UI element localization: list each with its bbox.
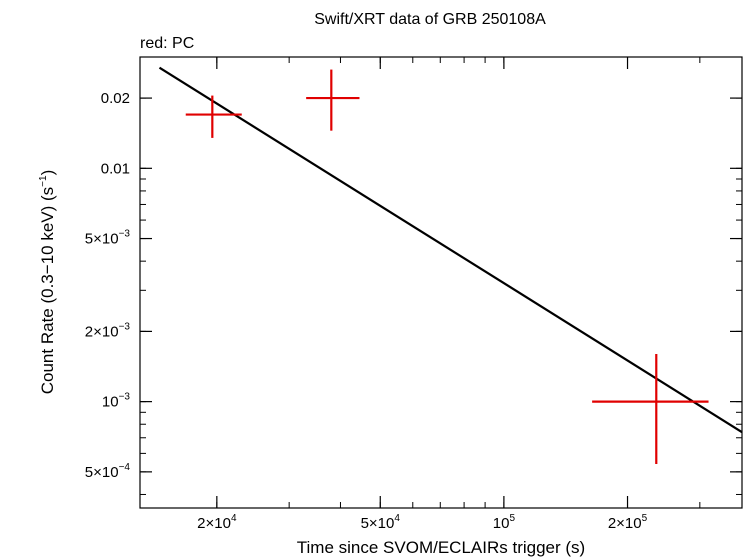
y-axis-label-prefix: Count Rate (0.3−10 keV) (s <box>38 187 57 394</box>
y-axis-label-suffix: ) <box>38 170 57 176</box>
chart-subtitle: red: PC <box>140 35 194 52</box>
y-tick-label: 10−3 <box>102 392 131 411</box>
x-tick-label: 5×104 <box>361 513 401 532</box>
y-tick-label: 2×10−3 <box>85 321 131 340</box>
model-layer <box>158 66 743 434</box>
model-fit-line <box>158 66 743 434</box>
plot-frame <box>139 56 743 509</box>
y-axis-label: Count Rate (0.3−10 keV) (s−1) <box>38 170 57 395</box>
x-axis-label: Time since SVOM/ECLAIRs trigger (s) <box>297 538 585 557</box>
x-tick-label: 2×104 <box>197 513 237 532</box>
minor-ticks <box>140 56 742 508</box>
y-axis-label-exponent: −1 <box>38 175 49 187</box>
y-axis-ticks: 0.02 0.01 5×10−3 2×10−3 10−3 5×10−4 <box>85 90 742 481</box>
data-point <box>306 69 360 131</box>
y-tick-label: 0.01 <box>101 160 130 177</box>
x-tick-label: 105 <box>493 513 516 532</box>
data-point <box>592 354 709 465</box>
y-tick-label: 5×10−3 <box>85 229 131 248</box>
x-axis-ticks: 2×104 5×104 105 2×105 <box>197 57 648 532</box>
data-points <box>185 69 709 465</box>
chart-title: Swift/XRT data of GRB 250108A <box>314 11 546 28</box>
y-tick-label: 0.02 <box>101 90 130 107</box>
y-tick-label: 5×10−4 <box>85 462 131 481</box>
x-tick-label: 2×105 <box>608 513 648 532</box>
data-point <box>185 95 242 138</box>
